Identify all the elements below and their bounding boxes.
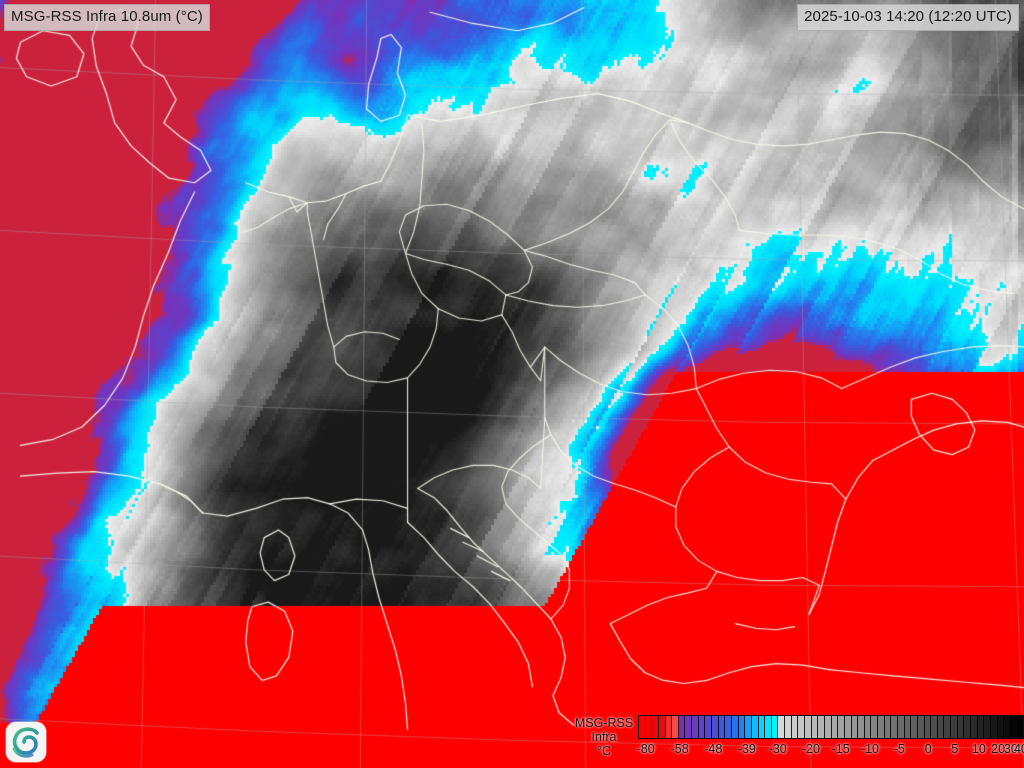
legend-swatch [811,716,819,738]
legend-swatch [917,716,925,738]
legend-tick: -48 [704,742,723,756]
legend-swatch [964,716,972,738]
legend-tick: 30 [1003,742,1018,756]
legend-swatch [937,716,945,738]
legend-swatch [944,716,952,738]
legend-swatch [897,716,905,738]
legend-swatch [765,716,772,738]
legend-swatch [751,716,759,738]
legend-swatch [718,716,726,738]
legend-swatch [838,716,845,738]
legend-color-bar [638,715,1024,739]
legend-tick: -10 [860,742,880,756]
legend-swatch [705,716,713,738]
legend-swatch [672,716,679,738]
legend-swatch [791,716,799,738]
legend-caption-line3: °C [596,744,612,758]
legend-tick: -30 [768,742,787,756]
color-scale-legend: MSG-RSS Infra °C -80 -58 -48 -39 -30 -20 -15 -1… [570,712,1024,768]
legend-swatch [851,716,859,738]
legend-swatch [924,716,932,738]
legend-swatch [997,716,1005,738]
legend-tick-labels: -80 -58 -48 -39 -30 -20 -15 -10 -5 0 5 10 203040 [636,740,1024,760]
legend-swatch [891,716,898,738]
legend-tick: -39 [737,742,756,756]
legend-swatch [785,716,792,738]
legend-swatch [778,716,786,738]
legend-swatch [738,716,746,738]
swirl-logo-icon[interactable] [6,722,46,762]
legend-swatch [844,716,852,738]
legend-swatch [692,716,699,738]
legend-tick: -20 [801,742,820,756]
legend-swatch [984,716,991,738]
legend-caption: MSG-RSS Infra °C [570,715,638,758]
legend-swatch [1017,716,1024,738]
legend-tick: -80 [636,742,655,756]
legend-tick: -5 [893,742,905,756]
legend-swatch [990,716,998,738]
legend-swatch [745,716,752,738]
legend-swatch [652,716,659,738]
legend-swatch [1010,716,1018,738]
legend-swatch [951,716,958,738]
legend-swatch [977,716,985,738]
legend-swatch [957,716,965,738]
legend-swatch [971,716,978,738]
legend-swatch [818,716,825,738]
legend-tick: -58 [670,742,689,756]
legend-swatch [731,716,739,738]
legend-tick: 20 [991,742,1006,756]
legend-swatch [771,716,779,738]
legend-swatch [758,716,766,738]
legend-tick: 40 [1013,742,1024,756]
legend-swatch [858,716,865,738]
legend-tick: 5 [951,742,959,756]
legend-swatch [805,716,812,738]
legend-swatch [831,716,839,738]
page-title: MSG-RSS Infra 10.8um (°C) [4,4,210,31]
legend-tick: 0 [924,742,932,756]
legend-swatch [658,716,666,738]
legend-swatch [639,716,646,738]
legend-tick: -15 [831,742,850,756]
legend-swatch [1004,716,1011,738]
legend-swatch [712,716,719,738]
legend-swatch [645,716,653,738]
legend-scale: -80 -58 -48 -39 -30 -20 -15 -10 -5 0 5 10 203040 [636,715,1024,763]
legend-swatch [884,716,892,738]
legend-swatch [871,716,879,738]
legend-swatch [678,716,686,738]
legend-swatch [685,716,693,738]
legend-tick: 10 [971,742,986,756]
legend-swatch [665,716,673,738]
legend-swatch [911,716,918,738]
timestamp-label: 2025-10-03 14:20 (12:20 UTC) [797,4,1019,31]
legend-swatch [824,716,832,738]
legend-swatch [698,716,706,738]
legend-swatch [725,716,732,738]
legend-swatch [904,716,912,738]
legend-swatch [931,716,938,738]
legend-swatch [878,716,885,738]
legend-caption-line1: MSG-RSS [574,716,634,730]
legend-caption-line2: Infra [591,730,617,744]
legend-swatch [864,716,872,738]
legend-swatch [798,716,806,738]
